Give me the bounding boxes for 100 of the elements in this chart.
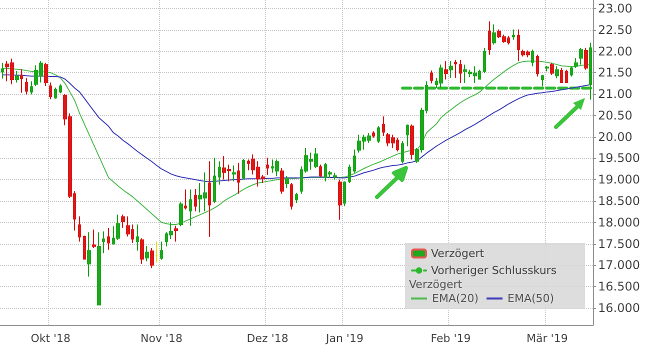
candlestick xyxy=(1,62,4,80)
candlestick xyxy=(232,164,236,182)
candlestick xyxy=(275,159,279,177)
x-tick-label: Dez '18 xyxy=(246,332,288,345)
y-tick-label: 22.50 xyxy=(598,22,632,37)
candlestick xyxy=(15,70,19,84)
candlestick xyxy=(555,66,559,79)
candlestick xyxy=(401,140,404,164)
candlestick xyxy=(459,59,462,84)
candlestick xyxy=(430,70,433,84)
y-tick-label: 20.50 xyxy=(598,108,632,122)
candlestick xyxy=(25,77,28,96)
y-tick-label: 19.000 xyxy=(598,172,640,187)
x-tick-label: Nov '18 xyxy=(140,332,183,345)
candlestick xyxy=(319,164,322,178)
y-tick-label: 23.00 xyxy=(598,2,632,16)
candlestick xyxy=(454,59,457,78)
candlestick xyxy=(439,64,443,89)
candlestick xyxy=(87,232,91,278)
candlestick xyxy=(280,168,284,194)
candlestick xyxy=(343,180,346,207)
candlestick xyxy=(565,69,568,84)
y-tick-label: 18.500 xyxy=(598,194,640,208)
candlestick xyxy=(44,62,48,86)
y-tick-label: 16.500 xyxy=(598,280,640,294)
candlestick xyxy=(410,124,414,160)
y-tick-label: 21.50 xyxy=(598,66,632,80)
y-tick-label: 22.00 xyxy=(598,44,632,58)
x-tick-label: Mär '19 xyxy=(526,332,568,345)
candlestick xyxy=(92,229,96,249)
candlestick xyxy=(83,235,86,260)
candlestick xyxy=(579,47,583,66)
candlestick xyxy=(102,230,105,254)
y-tick-label: 19.500 xyxy=(598,151,640,166)
line-series xyxy=(2,60,592,226)
candlestick xyxy=(285,176,289,189)
legend-title: Verzögert xyxy=(409,278,463,291)
candlestick xyxy=(338,179,342,220)
candlestick xyxy=(372,130,375,138)
candlestick xyxy=(208,160,211,238)
candlestick xyxy=(574,58,578,68)
candlestick xyxy=(179,202,183,227)
candlestick xyxy=(536,54,539,78)
y-tick-label: 16.000 xyxy=(598,300,640,315)
candlestick xyxy=(541,74,544,87)
candlestick xyxy=(54,87,57,100)
x-tick-label: Feb '19 xyxy=(430,332,471,345)
candlestick xyxy=(150,248,154,269)
candlestick xyxy=(155,241,158,264)
y-tick-label: 17.500 xyxy=(598,236,640,251)
candlestick xyxy=(49,82,52,100)
candlestick xyxy=(266,157,269,176)
candlestick xyxy=(97,232,101,306)
line-series xyxy=(2,74,592,182)
candlestick xyxy=(189,188,192,226)
candlestick xyxy=(353,149,356,174)
candlestick xyxy=(295,192,298,204)
candlestick xyxy=(145,245,149,262)
candlestick xyxy=(107,227,110,250)
candlestick xyxy=(242,158,245,180)
y-tick-label: 21.00 xyxy=(598,87,632,102)
legend-label: EMA(20) xyxy=(432,292,479,305)
candlestick xyxy=(488,20,491,56)
candlestick xyxy=(589,42,592,100)
candlestick xyxy=(121,214,125,228)
candlestick xyxy=(560,67,563,84)
legend-label: Vorheriger Schlusskurs xyxy=(431,264,557,277)
candlestick xyxy=(140,238,144,264)
candlestick xyxy=(213,157,216,204)
candlestick xyxy=(492,24,496,45)
candlestick xyxy=(116,214,120,240)
x-tick-label: Jan '19 xyxy=(324,332,364,345)
candlestick xyxy=(531,49,534,67)
candlestick xyxy=(545,65,549,72)
candlestick xyxy=(348,164,351,184)
candlestick xyxy=(483,47,486,74)
candlestick xyxy=(449,60,453,78)
y-tick-label: 17.000 xyxy=(598,258,640,272)
legend-label: EMA(50) xyxy=(508,292,554,305)
candlestick xyxy=(584,47,588,70)
candlestick xyxy=(406,124,409,147)
candlestick xyxy=(512,29,515,40)
candlestick xyxy=(218,160,221,186)
candlestick xyxy=(20,68,23,94)
candlestick xyxy=(184,188,187,210)
x-tick-label: Okt '18 xyxy=(30,332,71,345)
candlestick xyxy=(517,29,520,62)
candlestick xyxy=(290,182,293,210)
y-tick-label: 18.000 xyxy=(598,215,640,230)
y-tick-label: 20.00 xyxy=(598,130,632,144)
candlestick xyxy=(30,80,33,96)
candlestick xyxy=(382,116,385,136)
candlestick xyxy=(550,62,554,76)
candlestick xyxy=(444,60,448,80)
candlestick xyxy=(377,126,380,144)
candlestick xyxy=(463,64,467,84)
candlestick xyxy=(333,172,337,180)
candlestick xyxy=(78,216,81,242)
candlestick xyxy=(160,241,163,260)
legend-label: Verzögert xyxy=(431,247,485,260)
